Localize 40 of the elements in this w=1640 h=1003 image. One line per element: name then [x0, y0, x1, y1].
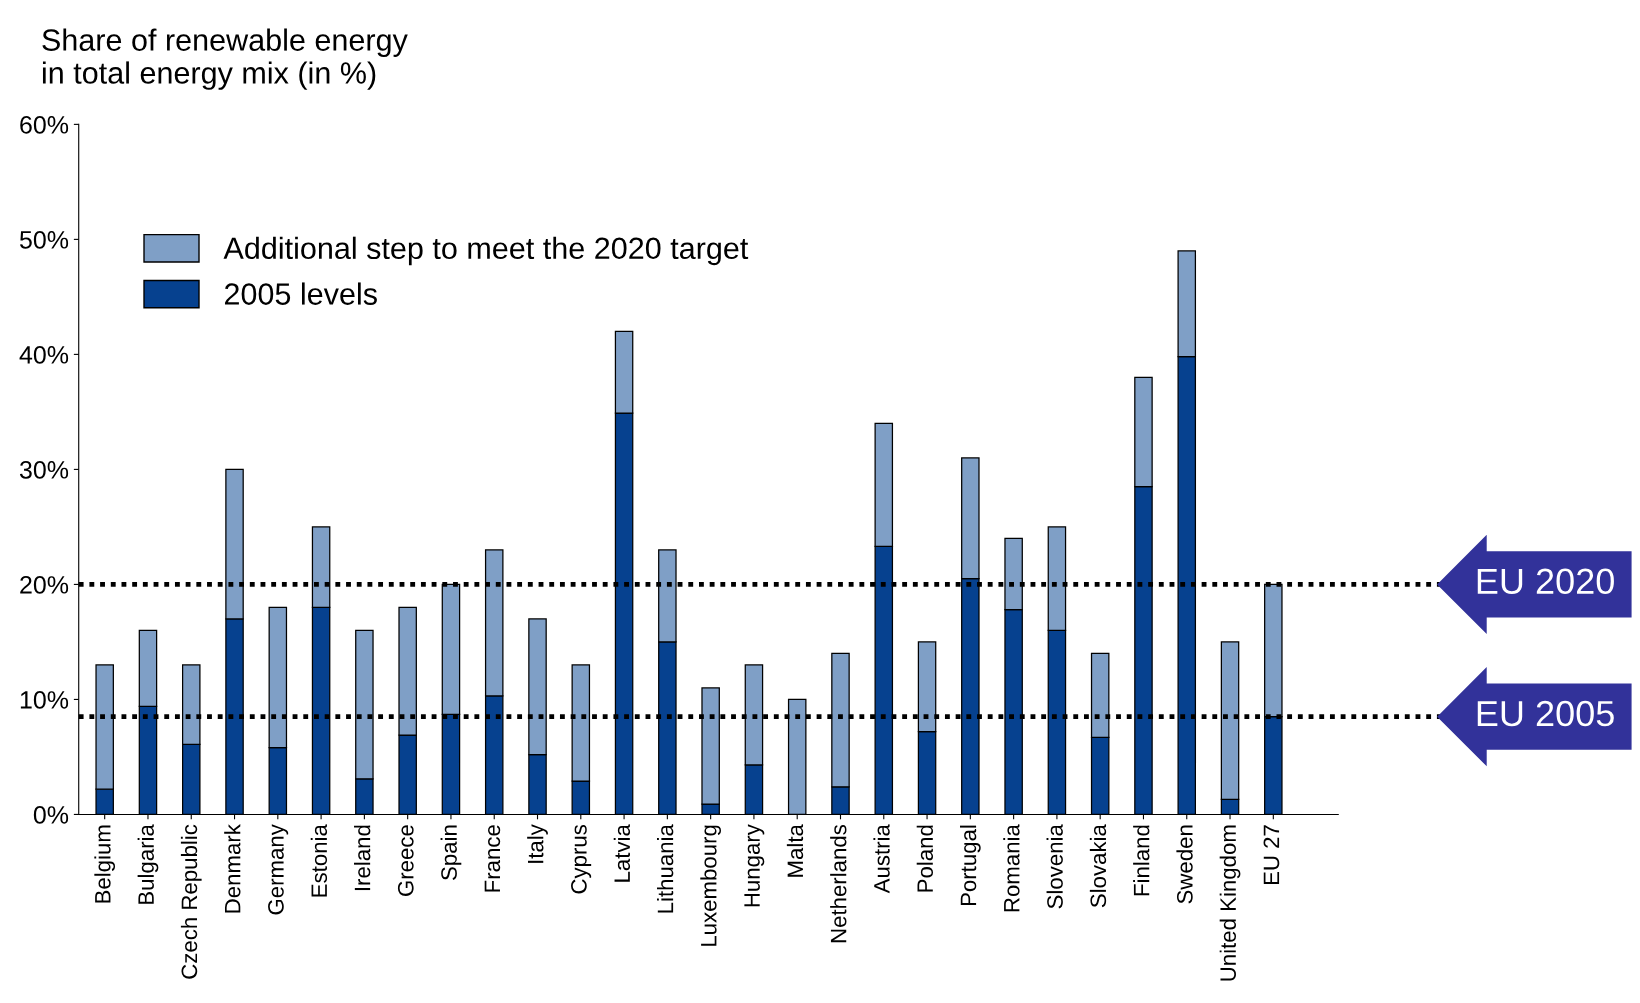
x-tick-label: Cyprus — [571, 824, 592, 894]
x-tick-label: Lithuania — [657, 824, 674, 913]
ref-line-label: EU 2005 — [1477, 700, 1614, 727]
x-tick-label: Finland — [1133, 825, 1150, 896]
y-tick-label: 0% — [33, 806, 69, 824]
y-tick-label: 50% — [19, 230, 69, 249]
y-tick-label: 20% — [20, 576, 69, 594]
x-tick-label: Netherlands — [830, 824, 847, 943]
x-tick-label: Belgium — [94, 825, 116, 903]
y-tick-label: 30% — [19, 461, 69, 479]
legend-label: Additional step to meet the 2020 target — [223, 236, 749, 266]
x-tick-label: Romania — [1003, 824, 1020, 912]
x-tick-label: Poland — [916, 825, 934, 892]
y-tick-label: 40% — [19, 345, 69, 364]
legend-label: 2005 levels — [224, 282, 377, 305]
x-tick-label: Germany — [268, 824, 289, 915]
x-tick-label: Denmark — [224, 824, 241, 913]
x-tick-label: Sweden — [1176, 825, 1193, 904]
x-tick-label: Hungary — [744, 824, 765, 907]
x-tick-label: Greece — [397, 825, 414, 896]
x-tick-label: EU 27 — [1263, 825, 1280, 885]
x-tick-label: Slovakia — [1089, 824, 1107, 908]
x-tick-label: Czech Republic — [180, 824, 202, 979]
y-tick-label: 10% — [20, 691, 69, 709]
x-tick-label: Estonia — [310, 824, 328, 897]
x-tick-label: Ireland — [354, 825, 371, 891]
x-tick-label: Latvia — [613, 824, 631, 882]
x-tick-label: Malta — [786, 824, 804, 877]
x-tick-label: Austria — [873, 824, 890, 894]
x-tick-label: Bulgaria — [137, 824, 159, 904]
x-tick-label: Slovenia — [1046, 824, 1063, 909]
y-tick-label: 60% — [20, 115, 69, 134]
x-tick-label: France — [484, 825, 501, 892]
x-tick-label: Italy — [527, 824, 548, 863]
x-tick-label: Portugal — [959, 825, 981, 906]
y-axis-title: Share of renewable energy in total energy mix (in %) — [42, 28, 408, 90]
x-tick-label: Luxembourg — [700, 825, 721, 946]
x-tick-label: United Kingdom — [1219, 825, 1241, 981]
ref-line-label: EU 2020 — [1477, 568, 1614, 595]
x-tick-label: Spain — [440, 825, 462, 880]
